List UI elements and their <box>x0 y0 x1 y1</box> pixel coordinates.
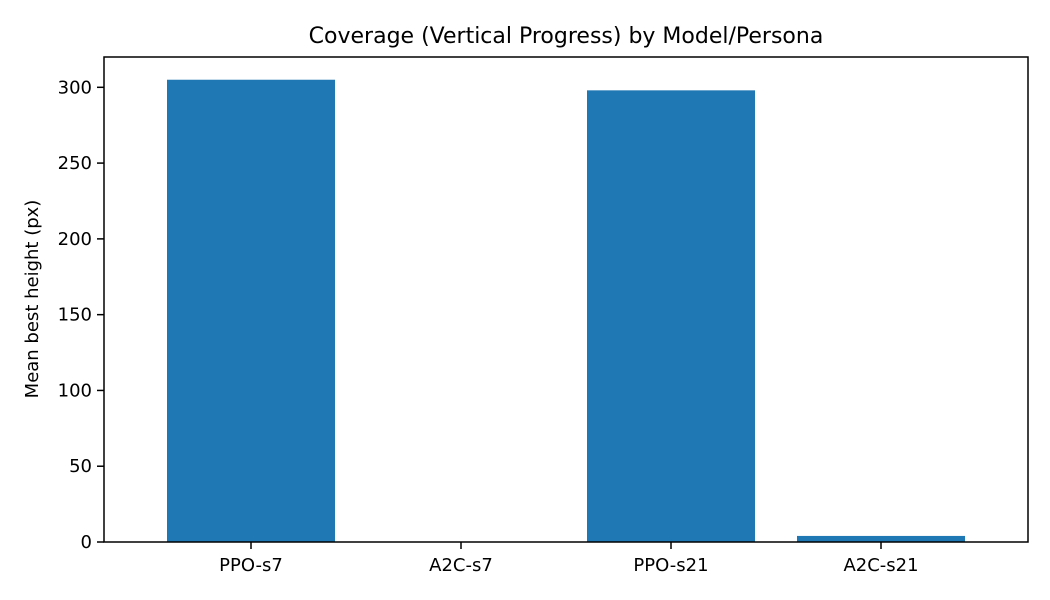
y-tick-label: 300 <box>58 77 92 98</box>
y-tick-label: 50 <box>69 456 92 477</box>
y-tick-label: 200 <box>58 229 92 250</box>
y-axis-label: Mean best height (px) <box>22 200 43 399</box>
x-tick-label: A2C-s7 <box>429 555 493 576</box>
plot-frame <box>103 56 1029 543</box>
bar-A2C-s21 <box>797 535 965 542</box>
x-tick-label: A2C-s21 <box>843 555 918 576</box>
y-tick-label: 150 <box>58 305 92 326</box>
y-axis-ticks: 0 50 100 150 200 250 300 <box>58 77 104 553</box>
x-axis-ticks: PPO-s7 A2C-s7 PPO-s21 A2C-s21 <box>219 542 919 576</box>
bar-PPO-s21 <box>587 90 755 542</box>
bars-group <box>167 79 965 542</box>
chart-title: Coverage (Vertical Progress) by Model/Pe… <box>309 24 824 49</box>
x-tick-label: PPO-s7 <box>219 555 283 576</box>
y-tick-label: 250 <box>58 153 92 174</box>
y-tick-label: 100 <box>58 380 92 401</box>
y-tick-label: 0 <box>81 532 92 553</box>
x-tick-label: PPO-s21 <box>633 555 708 576</box>
bar-PPO-s7 <box>167 79 335 542</box>
